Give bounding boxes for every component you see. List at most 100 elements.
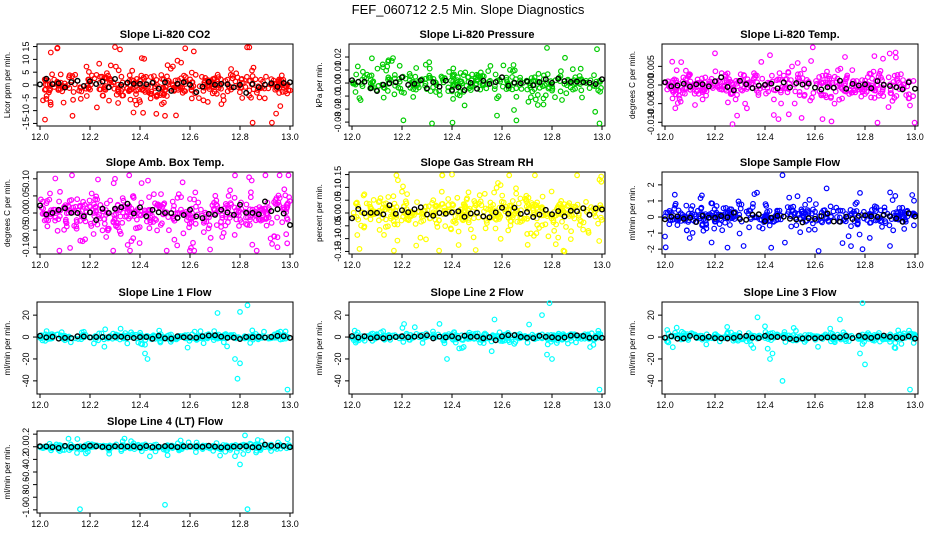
y-tick-label: 0 <box>646 335 656 340</box>
data-point <box>171 87 178 94</box>
y-axis-label: degrees C per min. <box>628 51 637 119</box>
data-point <box>892 192 899 199</box>
data-point <box>689 203 696 209</box>
data-point <box>879 223 885 230</box>
data-point <box>759 75 766 82</box>
reference-point <box>805 80 812 87</box>
data-point <box>238 75 245 82</box>
data-point <box>820 79 827 86</box>
reference-points <box>662 332 919 343</box>
data-point <box>898 341 905 347</box>
data-point <box>477 86 484 93</box>
data-point <box>891 72 898 79</box>
data-point <box>697 195 704 202</box>
reference-point <box>236 201 243 208</box>
data-point <box>579 94 585 101</box>
reference-point <box>586 334 593 341</box>
data-point <box>74 450 80 456</box>
x-tick-label: 12.2 <box>81 519 99 529</box>
data-point <box>388 58 395 64</box>
data-point <box>157 338 164 345</box>
scatter-points <box>37 302 291 393</box>
x-tick-label: 12.0 <box>31 519 49 529</box>
x-tick-label: 12.8 <box>856 132 874 142</box>
reference-point <box>712 214 719 221</box>
data-point <box>585 229 592 236</box>
reference-point <box>392 79 399 86</box>
data-point <box>80 203 86 210</box>
data-point <box>751 75 757 82</box>
data-point <box>877 67 884 74</box>
reference-point <box>180 334 187 341</box>
data-point <box>703 221 710 228</box>
data-point <box>777 76 783 83</box>
reference-point <box>530 335 537 342</box>
data-point <box>497 235 504 242</box>
reference-point <box>392 210 399 217</box>
data-point <box>526 321 532 328</box>
reference-point <box>136 444 143 451</box>
data-point <box>561 201 568 208</box>
reference-point <box>561 78 568 85</box>
data-point <box>271 233 278 240</box>
data-point <box>475 214 482 221</box>
data-point <box>239 95 246 101</box>
data-point <box>74 196 81 203</box>
data-point <box>220 229 227 236</box>
data-point <box>439 74 446 81</box>
data-point <box>65 435 72 442</box>
data-point <box>69 112 76 119</box>
data-point <box>465 189 472 196</box>
data-point <box>712 68 719 75</box>
data-point <box>712 50 718 57</box>
data-point <box>595 220 601 227</box>
data-point <box>115 88 122 95</box>
y-tick-label: 0.01 <box>333 61 343 79</box>
data-point <box>484 220 490 226</box>
reference-point <box>555 208 562 215</box>
data-point <box>773 77 780 84</box>
data-point <box>236 89 243 96</box>
data-point <box>211 75 218 82</box>
reference-points <box>37 441 294 452</box>
reference-point <box>149 444 156 451</box>
reference-point <box>492 209 499 216</box>
data-point <box>885 104 892 110</box>
reference-point <box>130 335 137 342</box>
reference-point <box>567 207 574 214</box>
data-point <box>164 452 171 459</box>
data-point <box>101 343 108 350</box>
data-point <box>806 226 812 233</box>
reference-point <box>662 79 669 86</box>
reference-point <box>849 215 856 222</box>
reference-point <box>511 332 518 339</box>
x-tick-label: 12.2 <box>393 400 411 410</box>
data-point <box>500 62 507 69</box>
reference-point <box>399 333 406 340</box>
data-point <box>450 65 457 72</box>
data-point <box>226 214 233 221</box>
scatter-points <box>663 300 918 393</box>
data-point <box>228 66 235 72</box>
data-point <box>254 437 261 443</box>
data-point <box>147 219 154 226</box>
data-point <box>111 85 118 92</box>
data-point <box>722 335 728 342</box>
data-point <box>192 449 199 456</box>
data-point <box>668 210 674 216</box>
data-point <box>495 333 502 340</box>
data-point <box>381 231 387 238</box>
data-point <box>592 213 599 220</box>
panel-title: Slope Li-820 CO2 <box>120 29 210 41</box>
reference-point <box>486 80 493 87</box>
reference-point <box>436 209 443 216</box>
reference-point <box>143 81 150 88</box>
reference-point <box>467 79 474 86</box>
reference-point <box>180 211 187 218</box>
data-point <box>522 195 528 202</box>
reference-point <box>424 332 431 339</box>
data-point <box>487 77 493 84</box>
reference-point <box>574 208 581 215</box>
data-point <box>449 201 456 208</box>
data-point <box>845 233 852 240</box>
